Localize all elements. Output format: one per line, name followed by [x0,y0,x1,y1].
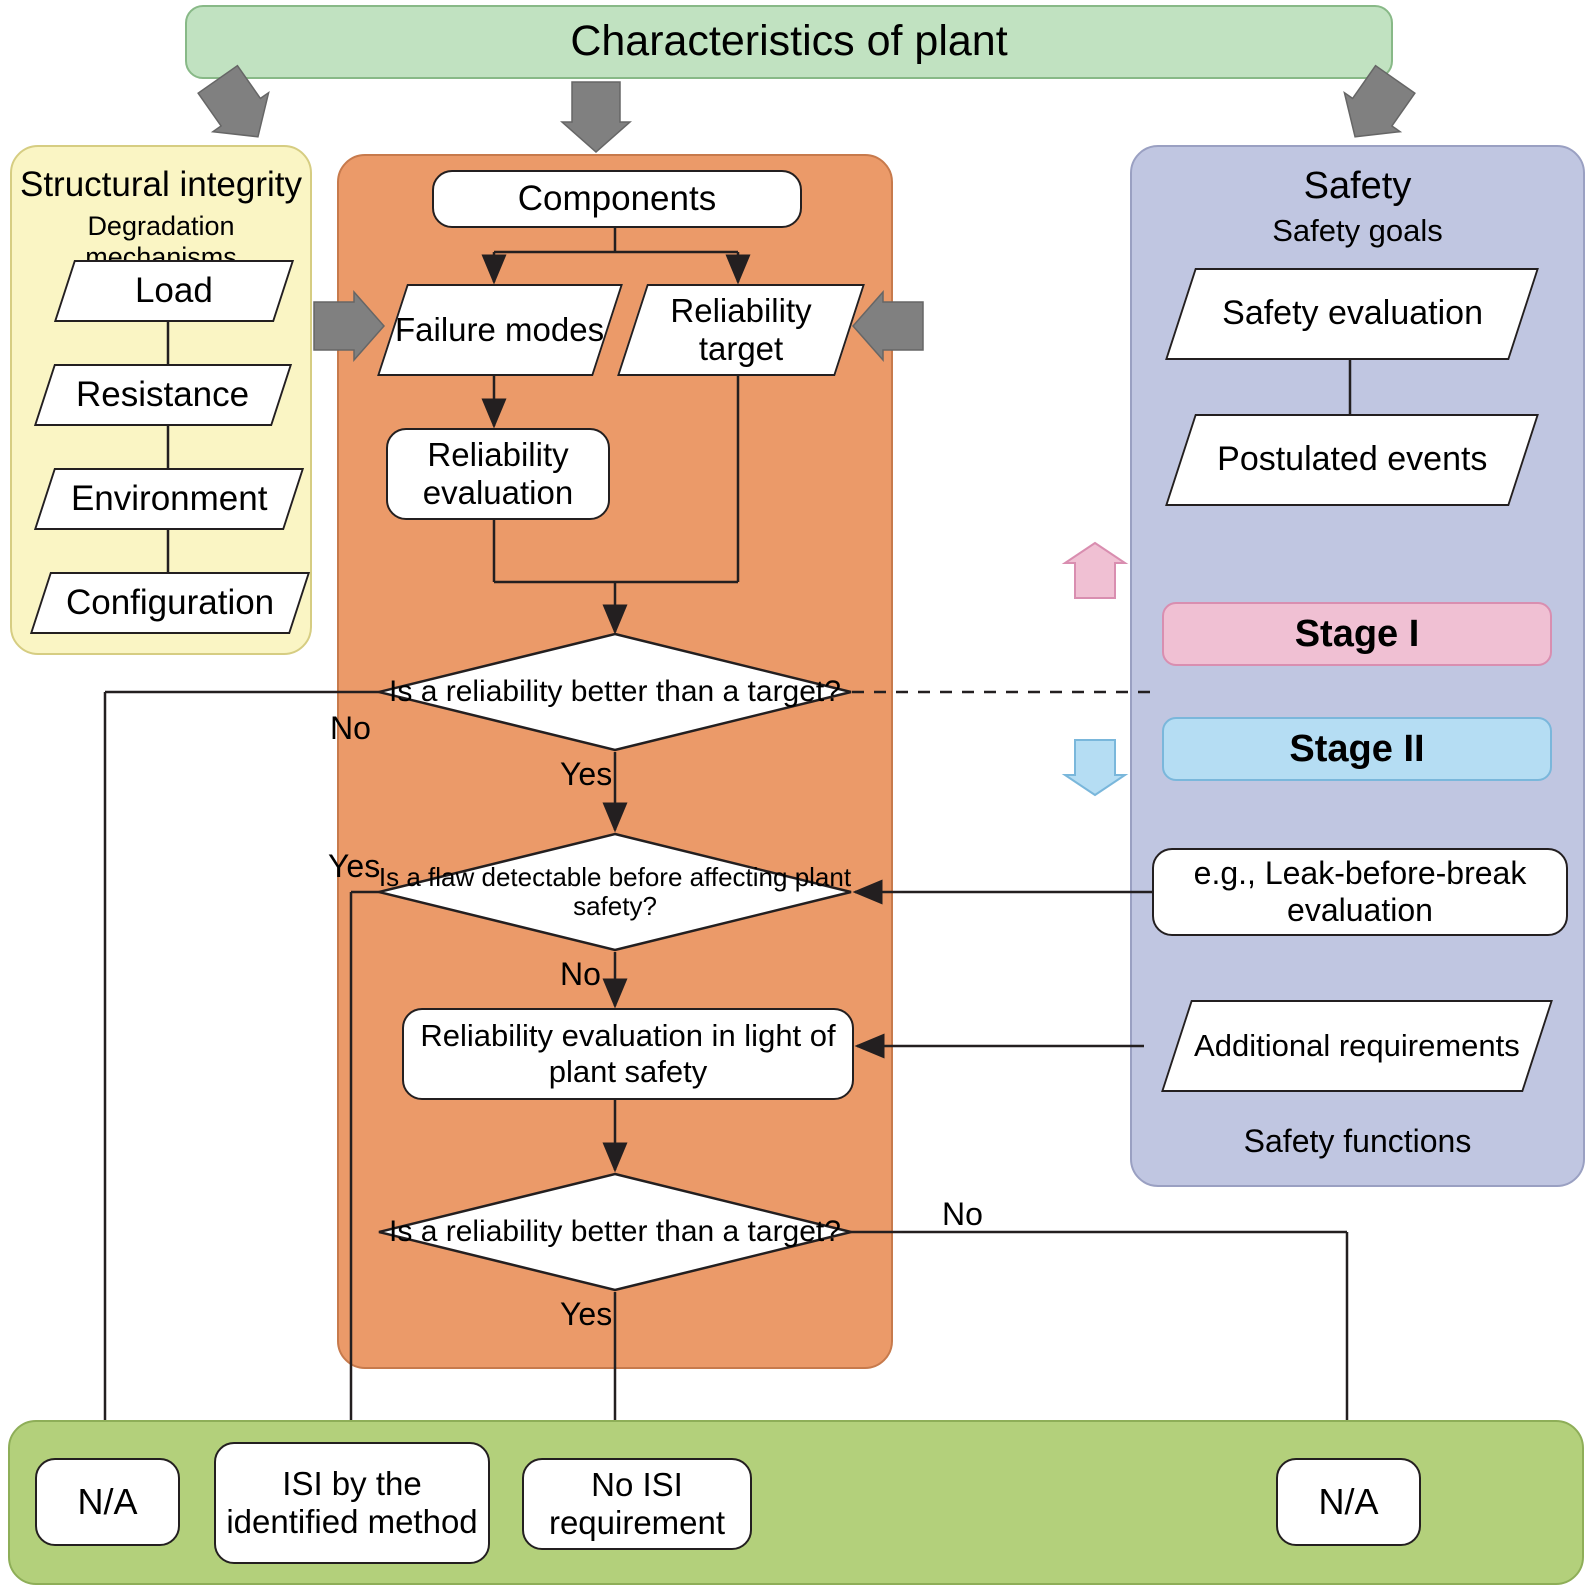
decision3: Is a reliability better than a target? [377,1172,853,1292]
failure-modes-label: Failure modes [395,311,604,349]
outcome-noisi: No ISI requirement [522,1458,752,1550]
reliability-target-box: Reliability target [617,284,865,376]
components-label: Components [518,179,716,219]
para-resistance-label: Resistance [76,375,249,415]
safety-goals-label: Safety goals [1132,213,1583,249]
outcome-isi-label: ISI by the identified method [226,1465,478,1541]
para-load-label: Load [135,271,213,311]
outcome-na2-label: N/A [1318,1481,1378,1522]
reliability-eval-label: Reliability evaluation [398,436,598,512]
safety-title: Safety [1132,165,1583,208]
additional-box: Additional requirements [1161,1000,1553,1092]
para-environment-label: Environment [71,479,267,519]
para-environment: Environment [34,468,304,530]
additional-label: Additional requirements [1194,1028,1520,1064]
stage1-box: Stage I [1162,602,1552,666]
para-load: Load [54,260,294,322]
decision1-yes: Yes [560,756,612,793]
decision1-label: Is a reliability better than a target? [377,632,853,752]
stage2-box: Stage II [1162,717,1552,781]
safety-functions-label: Safety functions [1132,1123,1583,1160]
outcome-noisi-label: No ISI requirement [534,1466,740,1542]
outcome-na1-label: N/A [77,1481,137,1522]
reliability-eval2-label: Reliability evaluation in light of plant… [414,1018,842,1089]
reliability-eval2-box: Reliability evaluation in light of plant… [402,1008,854,1100]
reliability-eval-box: Reliability evaluation [386,428,610,520]
para-resistance: Resistance [34,364,292,426]
diagram-canvas: Characteristics of plant Structural inte… [0,0,1593,1594]
decision1: Is a reliability better than a target? [377,632,853,752]
outcome-na2: N/A [1276,1458,1421,1546]
decision2-no: No [560,956,601,993]
safety-eval-label: Safety evaluation [1222,294,1483,333]
lbb-label: e.g., Leak-before-break evaluation [1164,855,1556,929]
top-title: Characteristics of plant [187,17,1391,66]
safety-eval-box: Safety evaluation [1165,268,1539,360]
stage1-label: Stage I [1295,613,1420,656]
reliability-target-label: Reliability target [634,292,848,368]
postulated-label: Postulated events [1217,440,1487,479]
para-configuration: Configuration [30,572,310,634]
outcome-na1: N/A [35,1458,180,1546]
decision3-yes: Yes [560,1296,612,1333]
decision1-no: No [330,710,371,747]
decision3-no: No [942,1196,983,1233]
structural-title: Structural integrity [12,165,310,205]
decision2-label: Is a flaw detectable before affecting pl… [377,832,853,952]
components-box: Components [432,170,802,228]
para-configuration-label: Configuration [66,583,274,623]
outcome-isi: ISI by the identified method [214,1442,490,1564]
decision2: Is a flaw detectable before affecting pl… [377,832,853,952]
postulated-box: Postulated events [1165,414,1539,506]
decision2-yes: Yes [328,848,380,885]
failure-modes-box: Failure modes [377,284,623,376]
lbb-box: e.g., Leak-before-break evaluation [1152,848,1568,936]
decision3-label: Is a reliability better than a target? [377,1172,853,1292]
top-title-panel: Characteristics of plant [185,5,1393,79]
stage2-label: Stage II [1289,728,1424,771]
